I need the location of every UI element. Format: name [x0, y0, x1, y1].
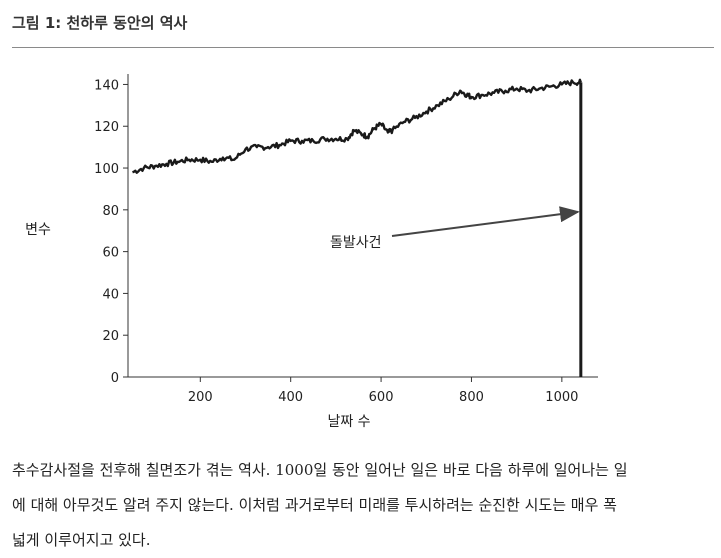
chart-ticks: 200 400 600 800 1000 0 20 40 60 80 100 120 140: [94, 78, 578, 405]
x-tick-label: 800: [459, 390, 484, 405]
event-annotation-arrow: [391, 206, 580, 237]
y-tick-label: 120: [94, 120, 119, 135]
caption-line: 에 대해 아무것도 알려 주지 않는다. 이처럼 과거로부터 미래를 투시하려는…: [12, 496, 617, 514]
y-tick-label: 80: [102, 204, 119, 219]
figure-caption: 추수감사절을 전후해 칠면조가 겪는 역사. 1000일 동안 일어난 일은 바…: [12, 453, 712, 558]
chart-annotations: 돌발사건: [330, 206, 580, 251]
series-line: [132, 78, 582, 174]
caption-line: 추수감사절을 전후해 칠면조가 겪는 역사. 1000일 동안 일어난 일은 바…: [12, 461, 628, 479]
x-tick-label: 200: [188, 390, 213, 405]
x-tick-label: 1000: [545, 390, 578, 405]
chart-series: [132, 78, 583, 377]
title-divider: [12, 47, 714, 48]
y-tick-label: 0: [111, 371, 119, 386]
figure-title: 그림 1: 천하루 동안의 역사: [12, 14, 188, 32]
x-tick-label: 600: [369, 390, 394, 405]
caption-line: 넓게 이루어지고 있다.: [12, 531, 151, 549]
event-annotation-label: 돌발사건: [330, 235, 382, 251]
x-tick-label: 400: [278, 390, 303, 405]
x-axis-label: 날짜 수: [327, 414, 370, 430]
y-tick-label: 20: [102, 329, 119, 344]
y-tick-label: 140: [94, 78, 119, 93]
y-tick-label: 40: [102, 287, 119, 302]
y-tick-label: 100: [94, 162, 119, 177]
y-tick-label: 60: [102, 246, 119, 261]
y-axis-label: 변수: [25, 222, 51, 238]
chart-axes: [127, 74, 598, 378]
